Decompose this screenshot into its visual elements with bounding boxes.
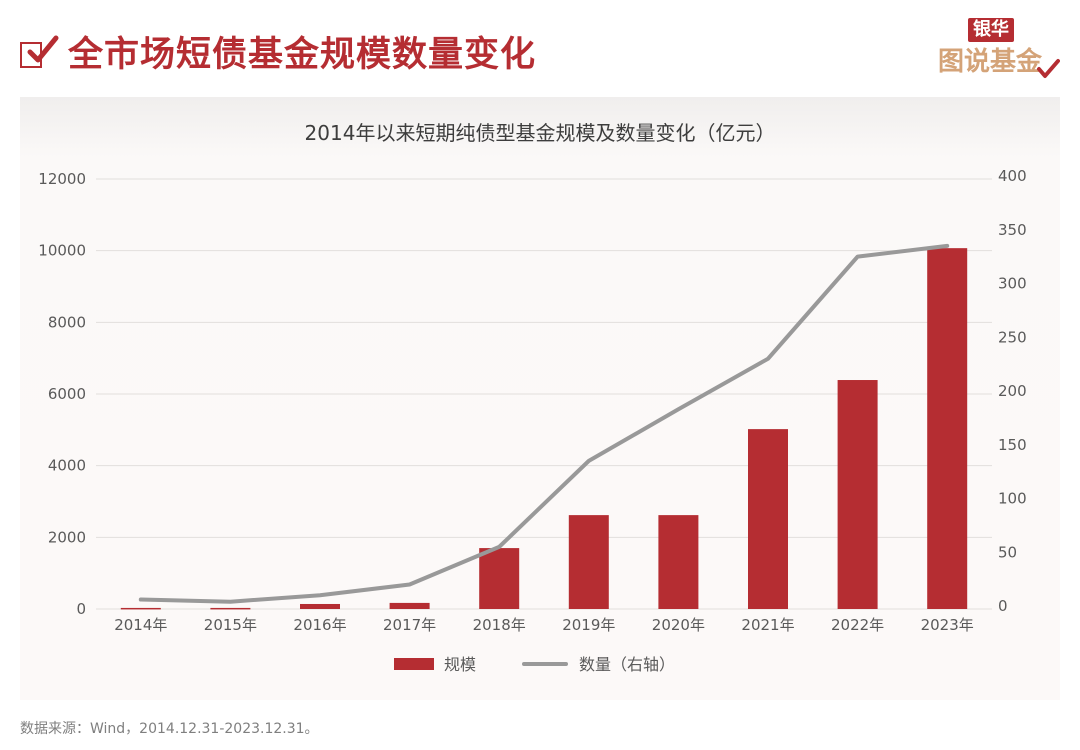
x-tick-label: 2020年 <box>652 616 705 634</box>
bar <box>389 602 430 609</box>
right-axis-ticks: 0 50 100 150 200 250 300 350 400 <box>998 167 1027 615</box>
logo-bottom-text: 图说基金 <box>938 47 1043 77</box>
x-tick-label: 2016年 <box>293 616 346 634</box>
x-tick-label: 2022年 <box>831 616 884 634</box>
bar <box>300 603 340 609</box>
x-tick-label: 2015年 <box>204 616 257 634</box>
source-note: 数据来源：Wind，2014.12.31-2023.12.31。 <box>20 721 319 737</box>
logo-top-text: 银华 <box>968 18 1014 42</box>
left-tick-label: 8000 <box>48 313 86 331</box>
checkmark-icon <box>27 35 59 63</box>
bar <box>210 607 251 610</box>
x-axis-ticks: 2014年 2015年 2016年 2017年 2018年 2019年 2020年 2021年… <box>114 616 974 634</box>
logo-check-icon <box>1037 59 1060 78</box>
left-tick-label: 6000 <box>48 385 86 403</box>
bar <box>837 380 878 609</box>
right-tick-label: 0 <box>998 597 1008 615</box>
bar <box>927 248 968 610</box>
bar <box>658 515 699 609</box>
bar <box>748 429 788 609</box>
x-tick-label: 2018年 <box>473 616 526 634</box>
header: 全市场短债基金规模数量变化 银华 图说基金 <box>0 0 1080 92</box>
combo-chart: 2014年以来短期纯债型基金规模及数量变化（亿元） 02000400060008… <box>38 121 1027 674</box>
left-tick-label: 10000 <box>38 242 86 260</box>
legend-label-scale: 规模 <box>444 655 476 674</box>
right-tick-label: 100 <box>998 490 1027 508</box>
x-tick-label: 2014年 <box>114 616 167 634</box>
bar <box>479 548 520 609</box>
legend-label-count: 数量（右轴） <box>579 655 675 674</box>
page-title: 全市场短债基金规模数量变化 <box>68 35 537 75</box>
chart-panel: 2014年以来短期纯债型基金规模及数量变化（亿元） 0 2000 4000 6000 8… <box>20 97 1060 700</box>
right-tick-label: 350 <box>998 221 1027 239</box>
left-tick-label: 2000 <box>48 528 86 546</box>
left-tick-label: 12000 <box>38 170 86 188</box>
left-tick-label: 4000 <box>48 457 86 475</box>
x-tick-label: 2021年 <box>741 616 794 634</box>
legend-bar-swatch <box>394 658 434 670</box>
left-axis-ticks: 0 2000 4000 6000 8000 10000 12000 <box>38 170 86 618</box>
right-tick-label: 150 <box>998 436 1027 454</box>
count-line <box>138 243 950 604</box>
left-tick-label: 0 <box>76 600 86 618</box>
right-tick-label: 300 <box>998 275 1027 293</box>
line-series <box>138 243 950 604</box>
right-tick-label: 200 <box>998 382 1027 400</box>
x-tick-label: 2017年 <box>383 616 436 634</box>
legend: 规模 数量（右轴） <box>394 655 675 674</box>
brand-logo: 银华 图说基金 <box>938 14 1062 84</box>
bar <box>120 607 161 610</box>
bar <box>568 515 609 609</box>
right-tick-label: 50 <box>998 543 1017 561</box>
right-tick-label: 250 <box>998 328 1027 346</box>
chart-title: 2014年以来短期纯债型基金规模及数量变化（亿元） <box>305 121 776 145</box>
right-tick-label: 400 <box>998 167 1027 185</box>
x-tick-label: 2023年 <box>921 616 974 634</box>
bar-series <box>120 248 968 610</box>
x-tick-label: 2019年 <box>562 616 615 634</box>
